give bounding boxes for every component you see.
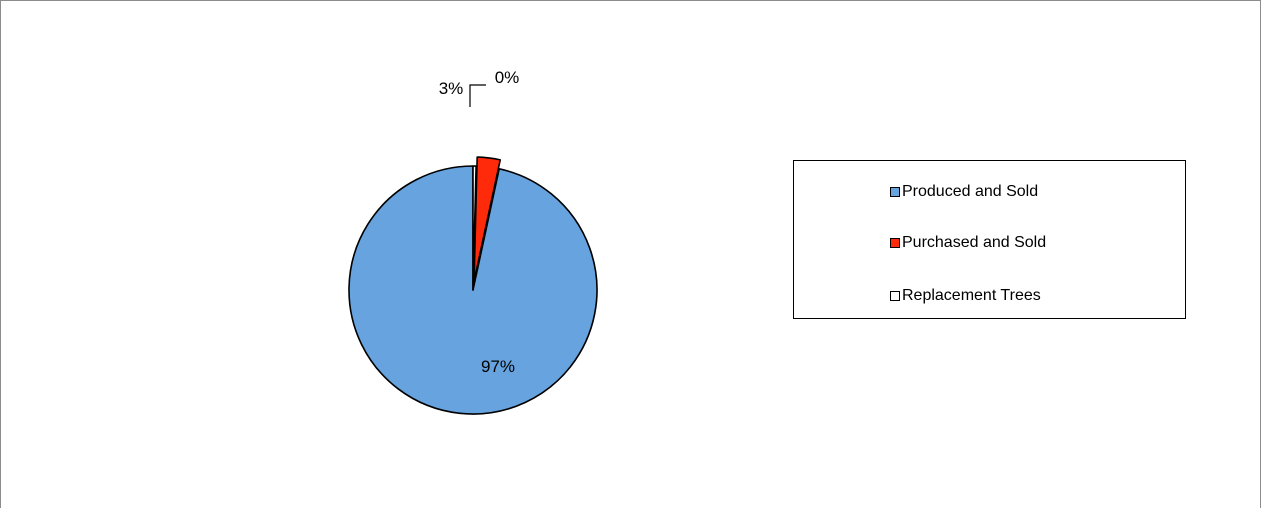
legend: Produced and Sold Purchased and Sold Rep…	[793, 160, 1186, 319]
data-label-replacement-trees: 0%	[495, 68, 520, 87]
legend-item-purchased-and-sold: Purchased and Sold	[890, 233, 1046, 253]
legend-swatch-produced-and-sold	[890, 187, 900, 197]
legend-label-replacement-trees: Replacement Trees	[902, 287, 1041, 304]
legend-item-produced-and-sold: Produced and Sold	[890, 182, 1038, 202]
data-label-produced-and-sold: 97%	[481, 357, 515, 376]
legend-label-purchased-and-sold: Purchased and Sold	[902, 234, 1047, 251]
label-leader-line	[469, 84, 486, 107]
pie-slice-purchased-and-sold	[473, 156, 502, 282]
legend-swatch-purchased-and-sold	[890, 238, 900, 248]
data-label-purchased-and-sold: 3%	[439, 79, 464, 98]
pie-slice-replacement-trees	[472, 165, 477, 291]
legend-label-produced-and-sold: Produced and Sold	[902, 183, 1039, 200]
legend-swatch-replacement-trees	[890, 291, 900, 301]
legend-item-replacement-trees: Replacement Trees	[890, 286, 1041, 306]
